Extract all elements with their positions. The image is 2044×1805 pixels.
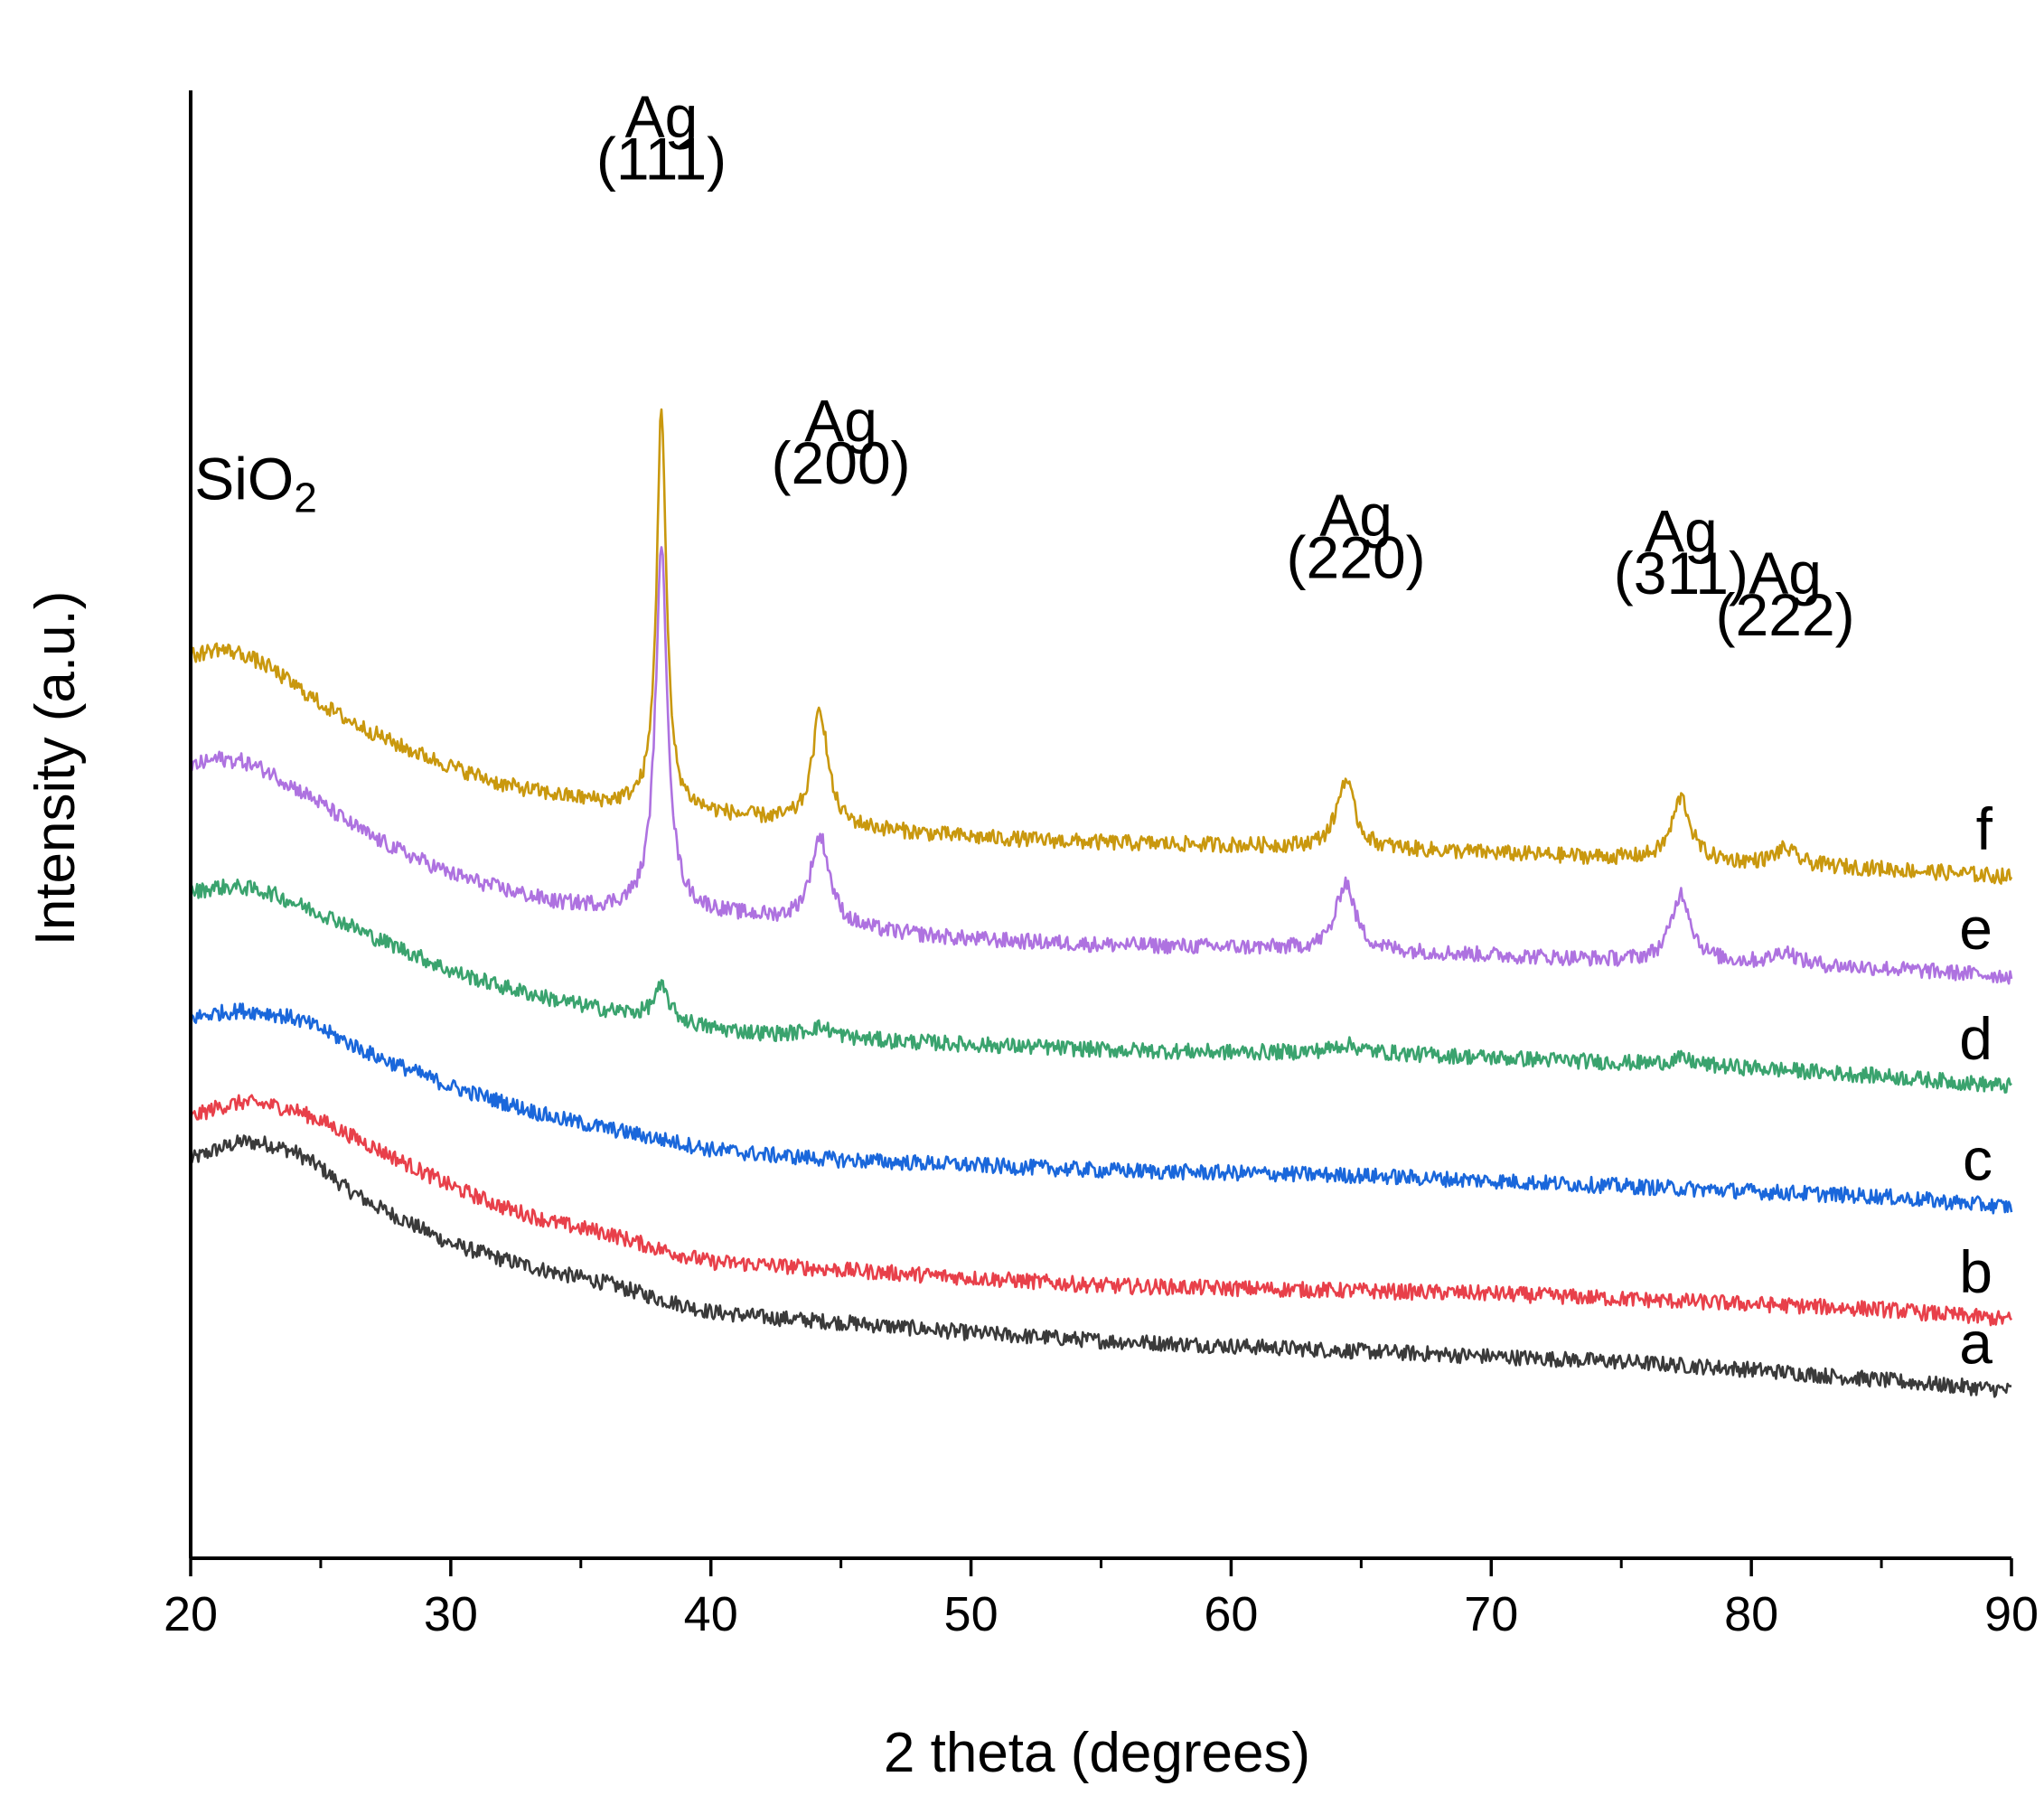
series-line-c — [190, 1002, 2013, 1215]
peak-annotation: SiO2 — [194, 445, 317, 521]
x-axis-title: 2 theta (degrees) — [884, 1722, 1310, 1784]
x-tick-label: 50 — [944, 1587, 999, 1641]
x-tick-label: 90 — [1984, 1587, 2039, 1641]
series-label-e: e — [1959, 895, 1992, 962]
series-line-b — [189, 1094, 2013, 1327]
x-tick-label: 80 — [1724, 1587, 1778, 1641]
annotation-subscript: 2 — [294, 474, 317, 521]
x-tick-label: 40 — [684, 1587, 738, 1641]
x-tick-label: 70 — [1464, 1587, 1518, 1641]
peak-annotation: (111) — [596, 126, 727, 193]
peak-annotation: (220) — [1287, 523, 1426, 590]
peak-annotation: (200) — [772, 429, 911, 496]
axes-layer: 20 30 40 50 60 70 80 90 — [164, 90, 2039, 1641]
series-label-f: f — [1976, 795, 1993, 862]
x-tick-label: 60 — [1204, 1587, 1258, 1641]
series-line-e — [189, 546, 2013, 985]
y-axis-title: Intensity (a.u.) — [24, 591, 87, 946]
series-line-f — [189, 408, 2013, 885]
series-layer — [189, 408, 2013, 1398]
peak-annotation: Ag — [1645, 497, 1718, 564]
series-label-a: a — [1959, 1309, 1992, 1376]
series-label-c: c — [1963, 1125, 1992, 1192]
peak-annotation: Ag — [1319, 482, 1392, 549]
series-line-a — [189, 1134, 2011, 1398]
peak-annotation: Ag — [804, 388, 877, 455]
x-tick-label: 30 — [424, 1587, 478, 1641]
peak-annotation: Ag — [1749, 540, 1822, 606]
peak-annotation: (311) — [1614, 540, 1749, 606]
series-label-b: b — [1959, 1238, 1992, 1305]
series-label-d: d — [1959, 1005, 1992, 1072]
x-tick-label: 20 — [164, 1587, 218, 1641]
peak-annotation: Ag — [625, 83, 699, 150]
series-line-d — [189, 879, 2012, 1094]
peak-annotation: (222) — [1716, 581, 1855, 648]
